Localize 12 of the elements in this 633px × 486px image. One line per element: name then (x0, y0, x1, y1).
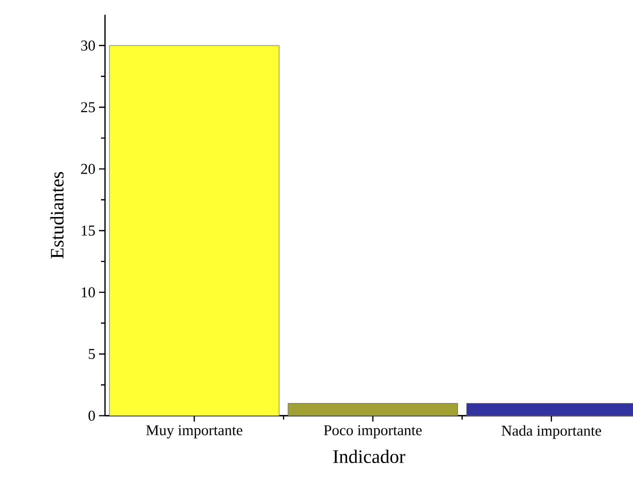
y-tick-label: 30 (81, 40, 95, 51)
x-tick-label: Poco importante (324, 425, 422, 438)
y-tick-label: 0 (88, 410, 95, 421)
x-tick-label: Muy importante (146, 425, 242, 438)
y-tick-label: 5 (88, 349, 95, 359)
x-tick-label: Nada importante (502, 425, 602, 439)
y-tick-label: 25 (81, 102, 95, 112)
y-tick-label: 10 (82, 287, 95, 298)
x-axis-title: Indicador (333, 450, 406, 464)
y-tick-label: 20 (81, 164, 95, 174)
y-tick-label: 15 (82, 226, 95, 236)
y-axis-title: Estudiantes (50, 172, 64, 258)
